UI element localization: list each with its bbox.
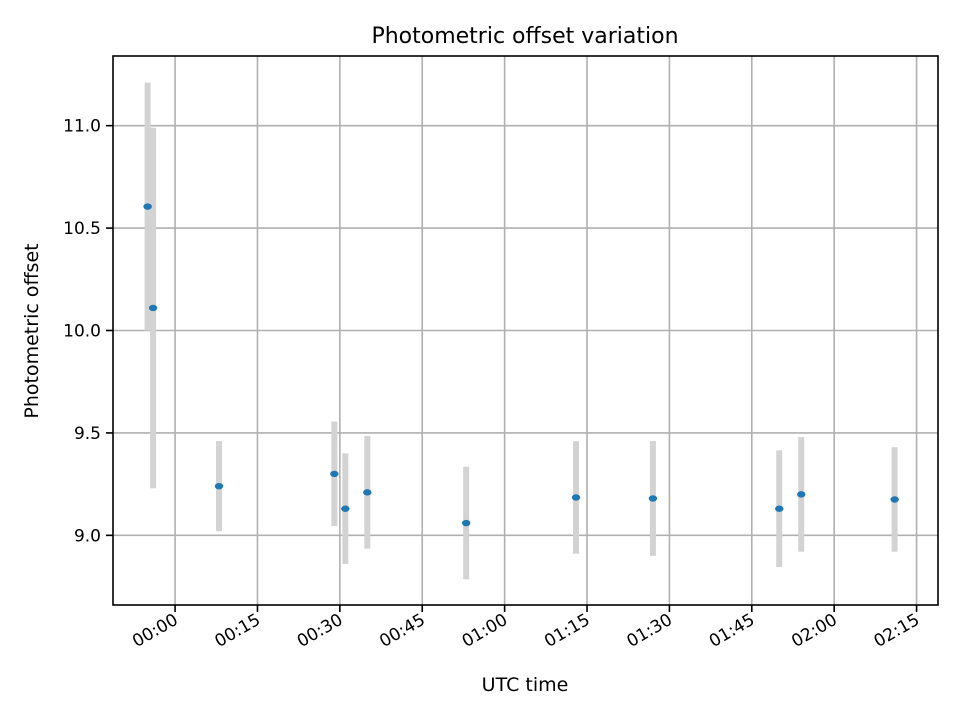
x-tick-label: 01:15 (541, 610, 593, 652)
y-axis-label: Photometric offset (21, 243, 43, 418)
data-point (214, 482, 224, 490)
x-tick-label: 00:00 (129, 610, 181, 652)
y-tick-label: 9.5 (74, 424, 101, 444)
data-point (890, 496, 899, 503)
data-point (648, 495, 658, 502)
data-point (148, 304, 158, 312)
data-points (143, 203, 899, 527)
x-tick-label: 00:45 (376, 610, 428, 652)
data-point (775, 505, 784, 512)
data-point (571, 494, 581, 501)
x-axis-ticks: 00:00 00:15 00:30 00:45 01:00 01:15 01:30 01:45… (129, 605, 923, 652)
data-point (330, 470, 339, 478)
x-tick-label: 00:15 (212, 610, 264, 652)
data-point (797, 491, 806, 498)
x-tick-label: 00:30 (294, 610, 346, 652)
x-tick-label: 01:00 (459, 610, 511, 652)
y-axis-ticks: 9.0 9.5 10.0 10.5 11.0 (63, 117, 113, 546)
y-tick-label: 11.0 (63, 117, 101, 137)
y-tick-label: 10.5 (63, 219, 101, 239)
y-tick-label: 10.0 (63, 322, 101, 342)
y-tick-label: 9.0 (74, 526, 101, 546)
data-point (461, 519, 471, 527)
x-tick-label: 02:15 (871, 610, 923, 652)
grid (113, 56, 938, 605)
chart-title: Photometric offset variation (371, 24, 678, 49)
data-point (341, 505, 350, 512)
x-tick-label: 01:45 (706, 610, 758, 652)
data-point (363, 489, 372, 496)
x-axis-label: UTC time (482, 674, 569, 696)
x-tick-label: 02:00 (788, 610, 840, 652)
x-tick-label: 01:30 (623, 610, 675, 652)
data-point (143, 203, 152, 210)
